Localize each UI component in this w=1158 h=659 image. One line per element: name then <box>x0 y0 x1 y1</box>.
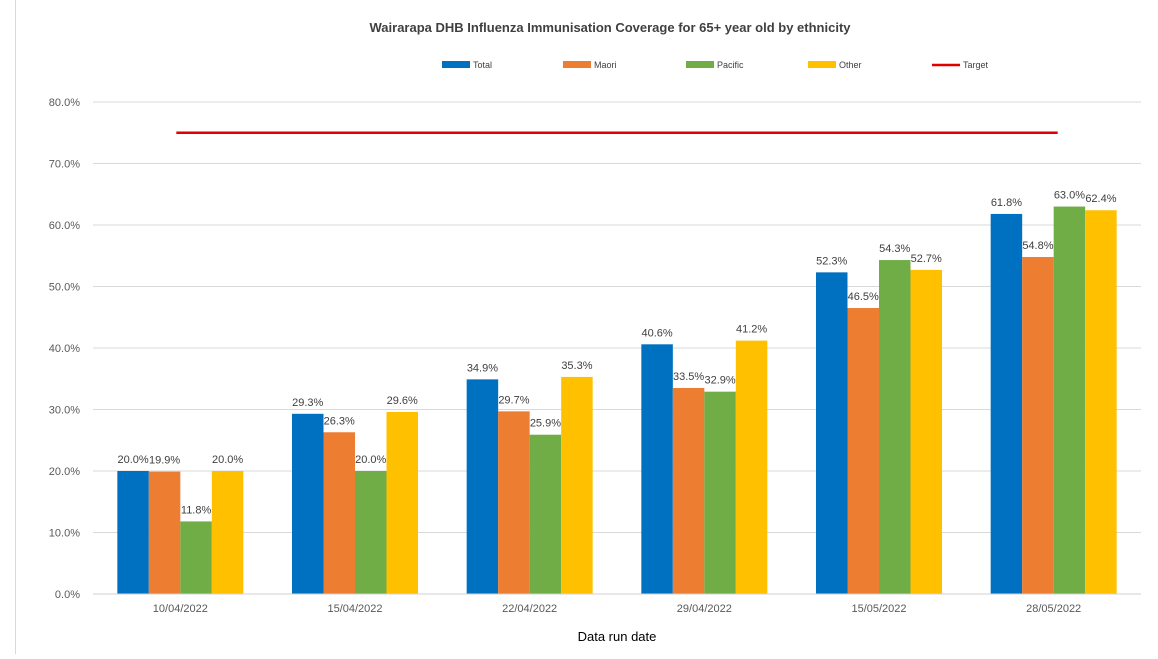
bar-other <box>1085 210 1117 595</box>
bar-pacific <box>879 260 911 594</box>
data-label: 20.0% <box>212 454 243 466</box>
data-label: 29.6% <box>387 395 418 407</box>
data-label: 34.9% <box>467 362 498 374</box>
data-label: 40.6% <box>641 327 672 339</box>
bar-maori <box>498 411 530 594</box>
legend-swatch-other <box>808 61 836 68</box>
y-axis-ticks: 0.0% 10.0% 20.0% 30.0% 40.0% 50.0% 60.0% 70.0% 8… <box>49 97 80 601</box>
bar-maori <box>148 471 181 594</box>
y-tick-label: 70.0% <box>49 159 80 171</box>
x-axis-title: Data run date <box>578 629 657 644</box>
data-label: 41.2% <box>736 324 767 336</box>
x-axis-ticks: 10/04/2022 15/04/2022 22/04/2022 29/04/2022… <box>153 603 1081 615</box>
bars <box>117 206 1117 595</box>
x-tick-label: 15/05/2022 <box>851 603 906 615</box>
x-tick-label: 28/05/2022 <box>1026 603 1081 615</box>
data-labels: 20.0% 19.9%11.8%20.0%29.3%26.3%20.0%29.6%… <box>117 190 1116 517</box>
data-label: 35.3% <box>561 360 592 372</box>
legend-label: Pacific <box>717 60 744 70</box>
data-label: 61.8% <box>991 197 1022 209</box>
bar-maori <box>847 308 879 594</box>
legend-label: Target <box>963 60 989 70</box>
bar-pacific <box>529 434 562 594</box>
data-label: 29.7% <box>498 394 529 406</box>
y-tick-label: 60.0% <box>49 220 80 232</box>
bar-maori <box>1022 256 1054 594</box>
data-label: 46.5% <box>848 291 879 303</box>
bar-other <box>386 411 418 594</box>
data-label: 20.0% <box>117 454 148 466</box>
bar-maori <box>323 432 355 594</box>
bar-pacific <box>1053 206 1086 595</box>
x-tick-label: 15/04/2022 <box>327 603 382 615</box>
data-label: 20.0% <box>355 454 386 466</box>
legend-label: Total <box>473 60 492 70</box>
data-label: 11.8% <box>181 504 212 516</box>
x-tick-label: 22/04/2022 <box>502 603 557 615</box>
bar-total <box>117 471 149 594</box>
gridlines <box>93 101 1141 533</box>
bar-total <box>466 379 499 594</box>
data-label: 63.0% <box>1054 190 1085 202</box>
y-tick-label: 0.0% <box>55 589 80 601</box>
bar-maori <box>672 387 705 594</box>
bar-other <box>910 269 942 594</box>
data-label: 29.3% <box>292 397 323 409</box>
legend-swatch-total <box>442 61 470 68</box>
chart-legend: Total Maori Pacific Other Target <box>442 60 989 70</box>
chart-title: Wairarapa DHB Influenza Immunisation Cov… <box>370 20 852 35</box>
legend-label: Other <box>839 60 862 70</box>
bar-other <box>561 376 593 594</box>
bar-other <box>735 340 768 594</box>
data-label: 19.9% <box>149 455 180 467</box>
x-tick-label: 29/04/2022 <box>677 603 732 615</box>
y-tick-label: 30.0% <box>49 405 80 417</box>
y-tick-label: 80.0% <box>49 97 80 109</box>
data-label: 25.9% <box>530 418 561 430</box>
bar-total <box>641 344 673 594</box>
y-tick-label: 50.0% <box>49 282 80 294</box>
bar-pacific <box>704 391 736 594</box>
x-tick-label: 10/04/2022 <box>153 603 208 615</box>
data-label: 54.3% <box>879 243 910 255</box>
bar-total <box>816 272 848 594</box>
data-label: 32.9% <box>704 375 735 387</box>
legend-label: Maori <box>594 60 617 70</box>
y-tick-label: 20.0% <box>49 466 80 478</box>
bar-pacific <box>180 521 212 594</box>
y-tick-label: 40.0% <box>49 343 80 355</box>
bar-pacific <box>355 471 387 594</box>
data-label: 52.3% <box>816 255 847 267</box>
y-tick-label: 10.0% <box>49 528 80 540</box>
bar-other <box>211 471 244 594</box>
data-label: 52.7% <box>911 253 942 265</box>
legend-swatch-maori <box>563 61 591 68</box>
bar-total <box>990 213 1023 594</box>
legend-swatch-pacific <box>686 61 714 68</box>
data-label: 62.4% <box>1085 193 1116 205</box>
data-label: 33.5% <box>673 371 704 383</box>
data-label: 54.8% <box>1022 240 1053 252</box>
bar-total <box>292 413 324 594</box>
data-label: 26.3% <box>324 415 355 427</box>
frame-left-border <box>15 0 16 654</box>
